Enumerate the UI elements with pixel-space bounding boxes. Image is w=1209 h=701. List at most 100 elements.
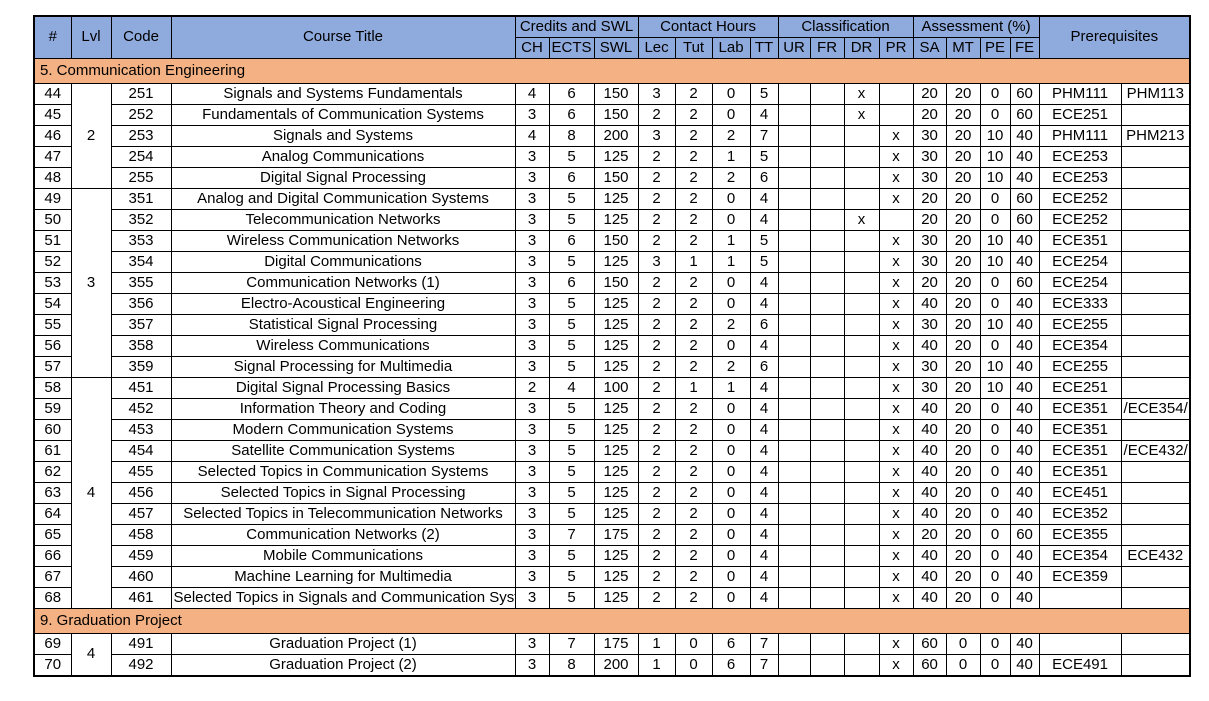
course-row: 64 457 Selected Topics in Telecommunicatio… <box>33 503 1191 525</box>
fr-flag <box>809 167 845 189</box>
ur-flag <box>777 633 811 655</box>
lec-value: 2 <box>637 167 676 189</box>
course-row: 70 492 Graduation Project (2) 3 8 200 1 0 6 7 x 60 0… <box>33 654 1191 677</box>
course-code: 491 <box>110 633 172 655</box>
course-code: 451 <box>110 377 172 399</box>
dr-flag <box>843 356 880 378</box>
prereq-2: /ECE354/ <box>1120 398 1191 420</box>
tut-value: 2 <box>674 272 713 294</box>
swl-value: 125 <box>593 251 639 273</box>
mt-value: 0 <box>945 633 981 655</box>
row-num: 70 <box>33 654 72 677</box>
course-title: Information Theory and Coding <box>170 398 516 420</box>
ch-value: 3 <box>514 566 550 588</box>
ur-flag <box>777 146 811 168</box>
ch-value: 2 <box>514 377 550 399</box>
fe-value: 60 <box>1009 104 1040 126</box>
sa-value: 40 <box>912 440 947 462</box>
prereq-1 <box>1038 633 1122 655</box>
lec-value: 2 <box>637 503 676 525</box>
pe-value: 0 <box>979 566 1011 588</box>
lab-value: 0 <box>711 482 751 504</box>
header-lab: Lab <box>711 37 751 59</box>
pr-flag: x <box>878 335 914 357</box>
tt-value: 4 <box>749 503 779 525</box>
header-sa: SA <box>912 37 947 59</box>
tut-value: 0 <box>674 654 713 677</box>
fe-value: 40 <box>1009 293 1040 315</box>
prereq-2 <box>1120 230 1191 252</box>
dr-flag <box>843 377 880 399</box>
ects-value: 5 <box>548 251 595 273</box>
tut-value: 2 <box>674 314 713 336</box>
ch-value: 3 <box>514 209 550 231</box>
prereq-2: PHM113 <box>1120 83 1191 105</box>
mt-value: 20 <box>945 167 981 189</box>
lab-value: 0 <box>711 440 751 462</box>
course-row: 63 456 Selected Topics in Signal Processin… <box>33 482 1191 504</box>
sa-value: 40 <box>912 293 947 315</box>
course-title: Electro-Acoustical Engineering <box>170 293 516 315</box>
sa-value: 30 <box>912 356 947 378</box>
tt-value: 4 <box>749 461 779 483</box>
level-cell: 4 <box>70 633 112 677</box>
pe-value: 0 <box>979 272 1011 294</box>
fr-flag <box>809 419 845 441</box>
course-title: Selected Topics in Signals and Communica… <box>170 587 516 609</box>
row-num: 67 <box>33 566 72 588</box>
pr-flag: x <box>878 545 914 567</box>
fr-flag <box>809 335 845 357</box>
dr-flag: x <box>843 209 880 231</box>
course-code: 358 <box>110 335 172 357</box>
header-prerequisites: Prerequisites <box>1038 15 1191 59</box>
swl-value: 125 <box>593 503 639 525</box>
row-num: 59 <box>33 398 72 420</box>
swl-value: 150 <box>593 104 639 126</box>
course-code: 254 <box>110 146 172 168</box>
dr-flag <box>843 272 880 294</box>
lec-value: 2 <box>637 440 676 462</box>
prereq-1: ECE354 <box>1038 545 1122 567</box>
fr-flag <box>809 398 845 420</box>
header-code: Code <box>110 15 172 59</box>
course-title: Selected Topics in Communication Systems <box>170 461 516 483</box>
pr-flag: x <box>878 566 914 588</box>
course-code: 356 <box>110 293 172 315</box>
fr-flag <box>809 545 845 567</box>
mt-value: 20 <box>945 335 981 357</box>
fr-flag <box>809 356 845 378</box>
course-title: Wireless Communications <box>170 335 516 357</box>
pr-flag: x <box>878 654 914 677</box>
mt-value: 20 <box>945 272 981 294</box>
swl-value: 150 <box>593 230 639 252</box>
ch-value: 4 <box>514 125 550 147</box>
row-num: 60 <box>33 419 72 441</box>
ects-value: 5 <box>548 314 595 336</box>
pr-flag: x <box>878 356 914 378</box>
mt-value: 20 <box>945 146 981 168</box>
course-row: 54 356 Electro-Acoustical Engineering 3 5 125… <box>33 293 1191 315</box>
sa-value: 40 <box>912 335 947 357</box>
ch-value: 3 <box>514 633 550 655</box>
course-title: Digital Signal Processing <box>170 167 516 189</box>
dr-flag <box>843 633 880 655</box>
course-row: 46 253 Signals and Systems 4 8 200 3 2 2 7 x 30 20 10… <box>33 125 1191 147</box>
course-code: 457 <box>110 503 172 525</box>
ur-flag <box>777 654 811 677</box>
dr-flag <box>843 503 880 525</box>
fr-flag <box>809 566 845 588</box>
pr-flag: x <box>878 314 914 336</box>
course-code: 252 <box>110 104 172 126</box>
lec-value: 2 <box>637 272 676 294</box>
fr-flag <box>809 251 845 273</box>
prereq-1: ECE252 <box>1038 209 1122 231</box>
pe-value: 0 <box>979 335 1011 357</box>
course-row: 56 358 Wireless Communications 3 5 125 2 2 0 4 x 40… <box>33 335 1191 357</box>
lab-value: 2 <box>711 167 751 189</box>
ects-value: 5 <box>548 440 595 462</box>
row-num: 57 <box>33 356 72 378</box>
ur-flag <box>777 587 811 609</box>
course-title: Wireless Communication Networks <box>170 230 516 252</box>
course-title: Graduation Project (2) <box>170 654 516 677</box>
pe-value: 0 <box>979 188 1011 210</box>
